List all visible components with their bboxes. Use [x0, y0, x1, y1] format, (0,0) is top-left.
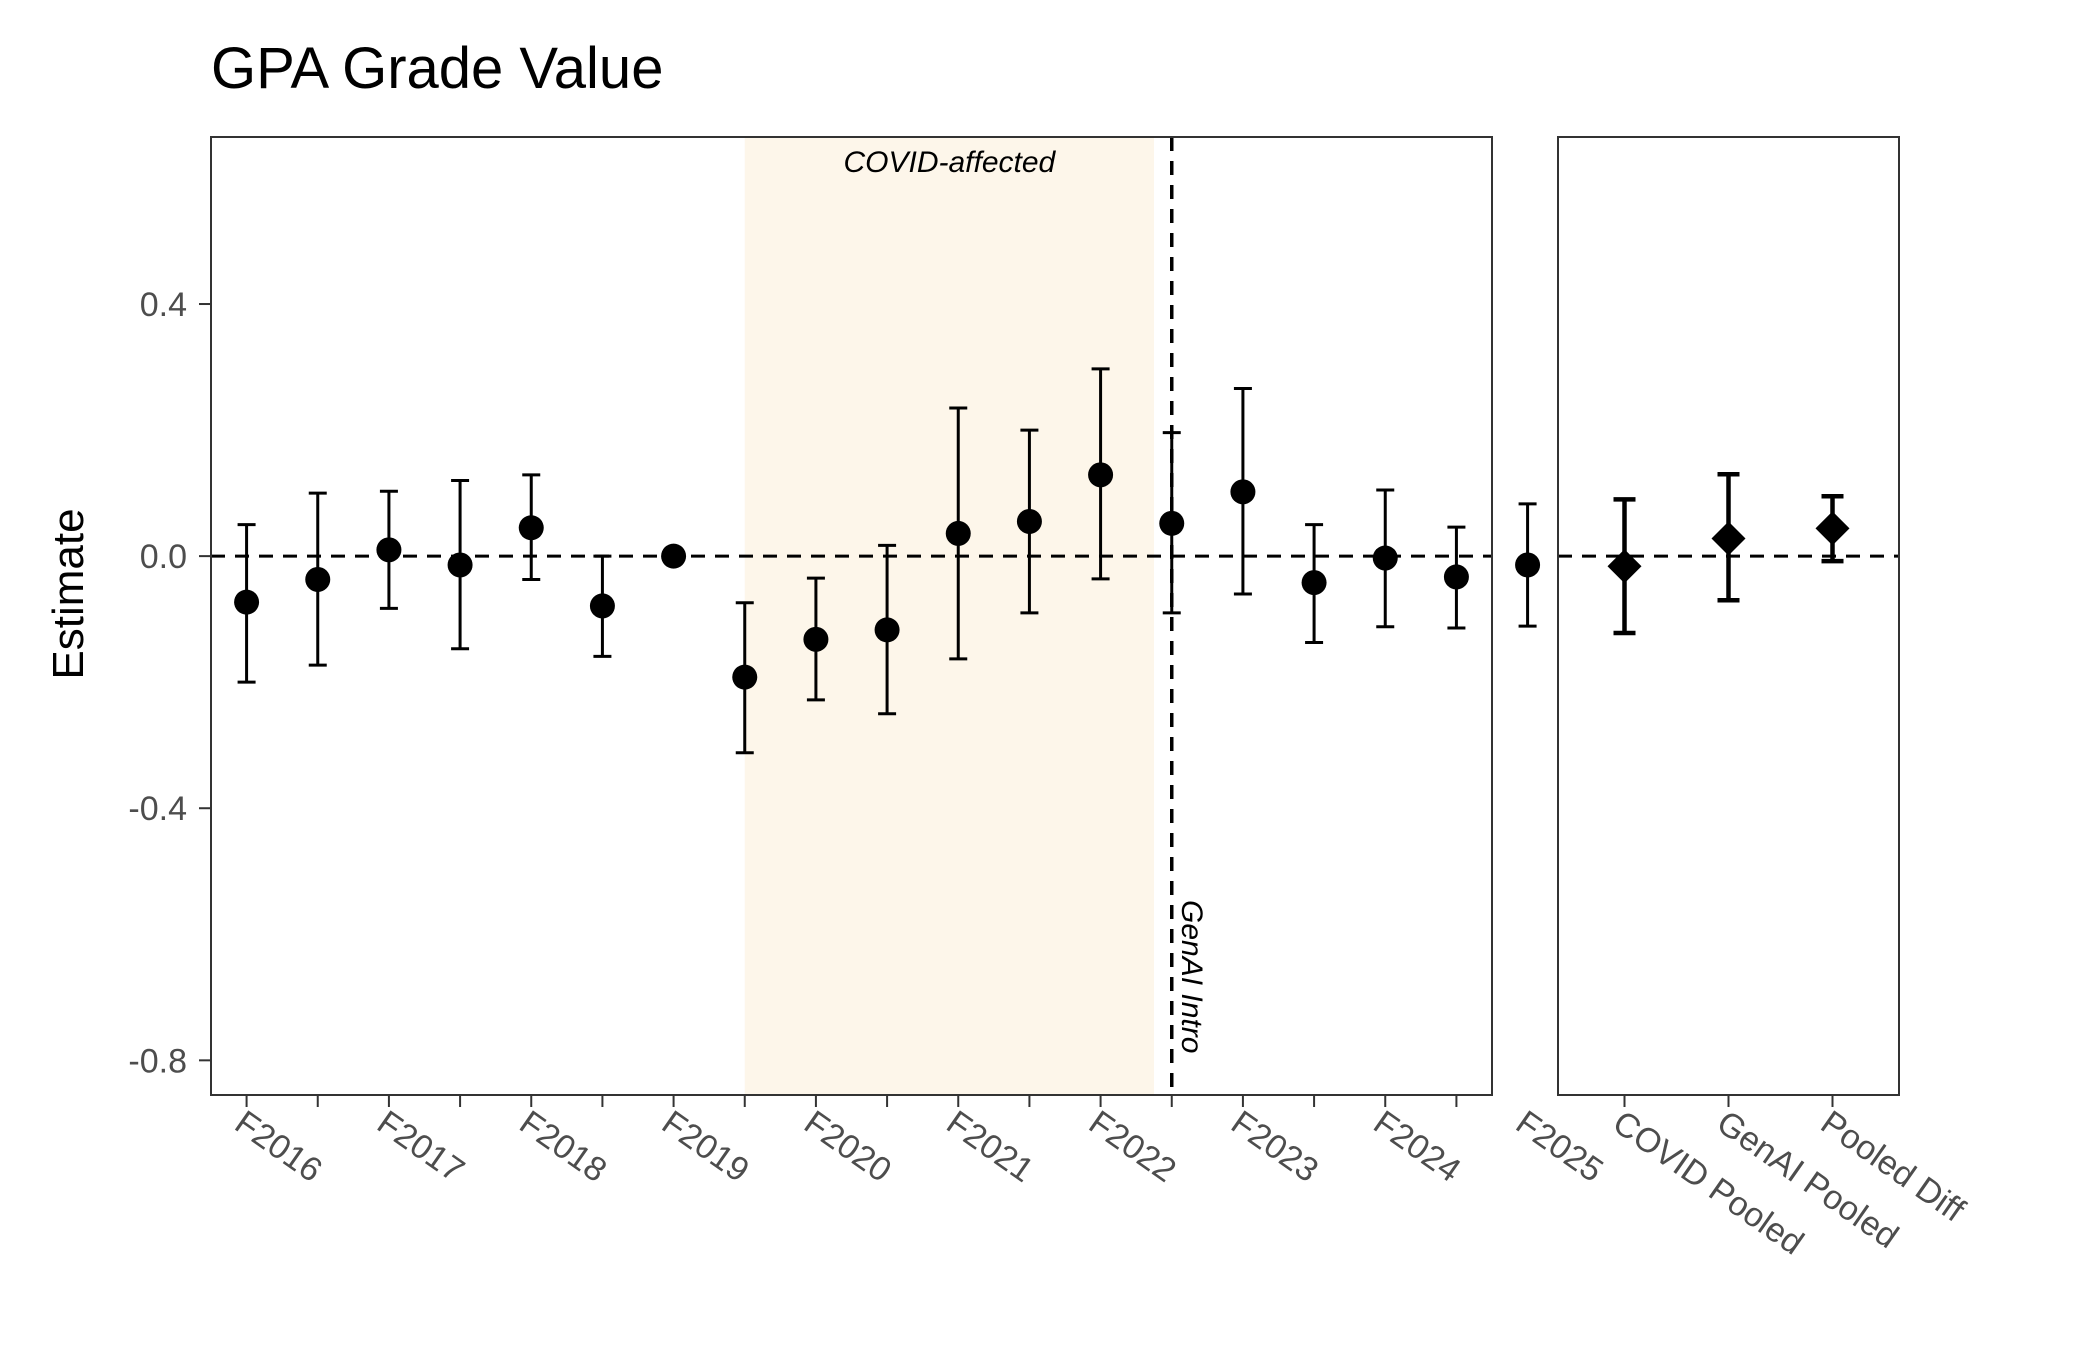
pooled-panel: COVID Pooled GenAI Pooled Pooled Diff [1557, 136, 1972, 1262]
chart-title: GPA Grade Value [211, 36, 663, 101]
estimate-point [1159, 510, 1185, 536]
pooled-estimate-diamond [1607, 549, 1642, 584]
estimate-point [589, 593, 615, 619]
estimate-point [1372, 545, 1398, 571]
x-tick-label: F2023 [1224, 1103, 1325, 1189]
estimate-point [1016, 508, 1042, 534]
semester-panel: COVID-affected GenAI Intro [210, 136, 1541, 1107]
y-axis-title: Estimate [44, 508, 93, 679]
estimate-point [1515, 552, 1541, 578]
genai-intro-label: GenAI Intro [1175, 900, 1208, 1053]
estimate-point [376, 537, 402, 563]
left-panel-frame [210, 136, 1493, 1096]
semester-x-axis: F2016 F2017 F2018 F2019 F2020 F2021 F202… [228, 1103, 1610, 1189]
semester-marks [234, 367, 1541, 1107]
estimate-point [732, 664, 758, 690]
estimate-point [447, 552, 473, 578]
estimate-point [1088, 462, 1114, 488]
y-axis: 0.4 0.0 -0.4 -0.8 [128, 286, 211, 1080]
covid-affected-label: COVID-affected [843, 146, 1056, 179]
x-tick-label: F2016 [228, 1103, 329, 1189]
x-tick-label: F2020 [797, 1103, 898, 1189]
estimate-point [234, 589, 260, 615]
estimate-point [518, 515, 544, 541]
pooled-estimate-diamond [1711, 521, 1746, 556]
covid-shaded-region [744, 137, 1154, 1095]
x-tick-label: F2022 [1082, 1103, 1183, 1189]
y-tick-label: -0.8 [128, 1042, 187, 1080]
estimate-point [945, 520, 971, 546]
x-tick-label: F2024 [1367, 1103, 1468, 1189]
estimate-point [1443, 564, 1469, 590]
pooled-marks [1607, 471, 1850, 1107]
estimate-point [874, 617, 900, 643]
estimate-point [1301, 570, 1327, 596]
x-tick-label: F2021 [940, 1103, 1041, 1189]
y-tick-label: -0.4 [128, 790, 187, 828]
x-tick-label: F2018 [513, 1103, 614, 1189]
right-panel-frame [1557, 136, 1900, 1096]
y-tick-label: 0.4 [140, 286, 187, 324]
estimate-point [305, 566, 331, 592]
pooled-estimate-diamond [1815, 511, 1850, 546]
x-tick-label: F2019 [655, 1103, 756, 1189]
x-tick-label: F2017 [370, 1103, 471, 1189]
estimate-point [661, 543, 687, 569]
x-tick-label: F2025 [1509, 1103, 1610, 1189]
estimate-point [803, 626, 829, 652]
y-tick-label: 0.0 [140, 538, 187, 576]
estimate-point [1230, 479, 1256, 505]
